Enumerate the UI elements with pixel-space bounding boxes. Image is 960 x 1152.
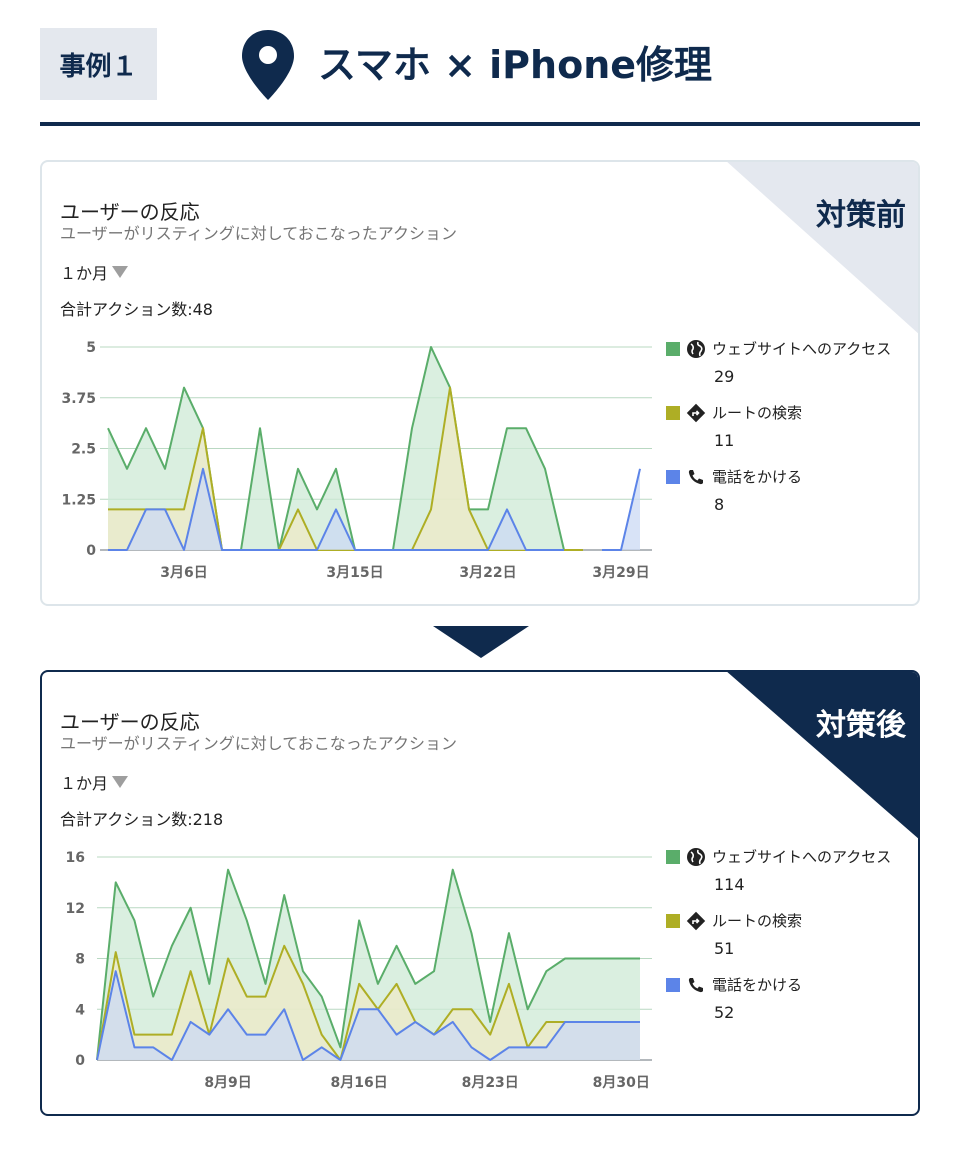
series-line — [96, 970, 640, 1061]
y-tick-label: 1.25 — [61, 492, 96, 508]
chart-legend: ウェブサイトへのアクセス 114 ルートの検索 51 電話をかける — [666, 846, 906, 1038]
period-label: １か月 — [60, 264, 109, 283]
period-dropdown[interactable]: １か月 — [60, 260, 129, 284]
directions-icon — [686, 403, 706, 422]
badge-label: 対策前 — [816, 198, 906, 233]
y-tick-label: 16 — [66, 850, 85, 866]
dropdown-triangle-icon — [112, 776, 129, 788]
series-line — [108, 467, 564, 551]
legend-swatch-olive — [666, 913, 680, 928]
y-tick-label: 0 — [86, 543, 96, 559]
y-tick-label: 5 — [86, 340, 96, 356]
chart-legend: ウェブサイトへのアクセス 29 ルートの検索 11 電話をかける — [666, 338, 906, 530]
legend-value: 8 — [714, 495, 725, 514]
series-line — [602, 468, 641, 551]
legend-label: 電話をかける — [712, 468, 803, 486]
legend-value: 114 — [714, 875, 745, 894]
card-subtitle: ユーザーがリスティングに対しておこなったアクション — [60, 224, 457, 243]
total-actions: 合計アクション数:48 — [60, 300, 213, 319]
globe-icon — [687, 339, 705, 358]
legend-label: ルートの検索 — [712, 912, 803, 930]
series-line — [96, 868, 640, 1061]
page-title: スマホ × iPhone修理 — [318, 43, 713, 87]
legend-swatch-olive — [666, 405, 680, 420]
x-tick-label: 8月23日 — [462, 1075, 519, 1091]
x-tick-label: 8月16日 — [331, 1075, 388, 1091]
badge-label: 対策後 — [816, 708, 906, 743]
actions-area-chart: 0 1.25 2.5 3.75 5 3月6日 3月15日 3月22日 3月29日 — [61, 340, 652, 581]
legend-label: 電話をかける — [712, 976, 803, 994]
legend-item-route[interactable]: ルートの検索 51 — [666, 910, 906, 974]
header-divider — [40, 122, 920, 126]
phone-icon — [688, 977, 703, 992]
legend-item-route[interactable]: ルートの検索 11 — [666, 402, 906, 466]
legend-value: 52 — [714, 1003, 735, 1022]
card-title: ユーザーの反応 — [60, 710, 200, 734]
card-subtitle: ユーザーがリスティングに対しておこなったアクション — [60, 734, 457, 753]
dropdown-triangle-icon — [112, 266, 129, 278]
y-tick-label: 4 — [75, 1002, 85, 1018]
legend-label: ルートの検索 — [712, 404, 803, 422]
x-tick-label: 3月6日 — [160, 565, 207, 581]
card-title: ユーザーの反応 — [60, 200, 200, 224]
location-pin-icon — [242, 30, 294, 100]
x-tick-label: 3月29日 — [592, 565, 649, 581]
legend-value: 51 — [714, 939, 735, 958]
after-card: 対策後 ユーザーの反応 ユーザーがリスティングに対しておこなったアクション １か… — [40, 670, 920, 1116]
legend-value: 29 — [714, 367, 735, 386]
actions-area-chart: 0 4 8 12 16 8月9日 8月16日 8月23日 8月30日 — [66, 850, 652, 1091]
case-label: 事例１ — [40, 28, 157, 100]
legend-label: ウェブサイトへのアクセス — [712, 848, 892, 866]
x-tick-label: 3月22日 — [459, 565, 516, 581]
series-area — [108, 387, 583, 550]
series-area — [97, 971, 640, 1060]
x-tick-label: 8月30日 — [593, 1075, 650, 1091]
phone-icon — [688, 469, 703, 484]
legend-swatch-blue — [666, 469, 680, 484]
series-area — [602, 468, 640, 550]
legend-item-website[interactable]: ウェブサイトへのアクセス 29 — [666, 338, 906, 402]
legend-swatch-blue — [666, 977, 680, 992]
y-tick-label: 2.5 — [71, 442, 96, 458]
legend-label: ウェブサイトへのアクセス — [712, 340, 892, 358]
period-dropdown[interactable]: １か月 — [60, 770, 129, 794]
x-tick-label: 8月9日 — [204, 1075, 251, 1091]
before-card: 対策前 ユーザーの反応 ユーザーがリスティングに対しておこなったアクション １か… — [40, 160, 920, 606]
globe-icon — [687, 847, 705, 866]
y-tick-label: 0 — [75, 1053, 85, 1069]
y-tick-label: 8 — [75, 952, 85, 968]
directions-icon — [686, 911, 706, 930]
legend-swatch-green — [666, 849, 680, 864]
legend-item-call[interactable]: 電話をかける 8 — [666, 466, 906, 530]
y-tick-label: 12 — [66, 901, 85, 917]
period-label: １か月 — [60, 774, 109, 793]
down-arrow-icon — [433, 626, 529, 658]
series-line — [96, 944, 640, 1061]
x-tick-label: 3月15日 — [326, 565, 383, 581]
series-line — [107, 346, 583, 551]
total-actions: 合計アクション数:218 — [60, 810, 224, 829]
legend-item-call[interactable]: 電話をかける 52 — [666, 974, 906, 1038]
legend-value: 11 — [714, 431, 735, 450]
y-tick-label: 3.75 — [61, 391, 96, 407]
corner-ribbon — [725, 162, 918, 335]
corner-ribbon — [725, 672, 918, 840]
legend-item-website[interactable]: ウェブサイトへのアクセス 114 — [666, 846, 906, 910]
legend-swatch-green — [666, 341, 680, 356]
